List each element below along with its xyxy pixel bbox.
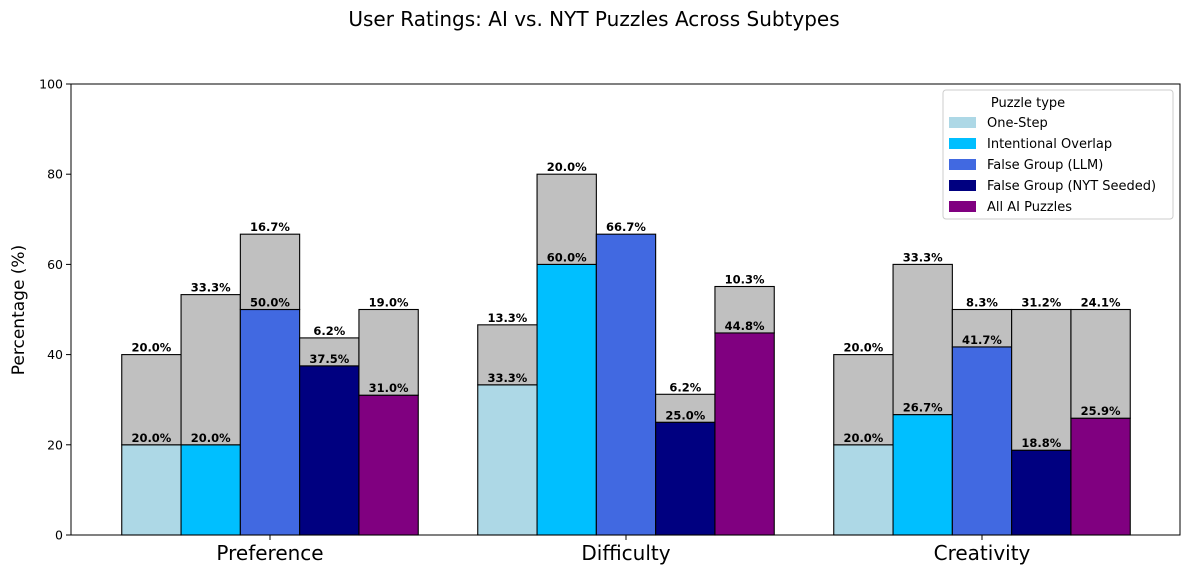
bar-base-label: 20.0% xyxy=(843,431,883,445)
chart-title: User Ratings: AI vs. NYT Puzzles Across … xyxy=(348,7,839,31)
y-tick-label: 40 xyxy=(47,347,63,362)
bar-base-label: 20.0% xyxy=(191,431,231,445)
bar-base xyxy=(892,414,953,536)
legend-entry: All AI Puzzles xyxy=(987,200,1072,215)
legend-entry: Intentional Overlap xyxy=(987,137,1112,152)
bar-base-label: 33.3% xyxy=(487,371,527,385)
legend-box xyxy=(942,89,1174,220)
legend-swatch xyxy=(949,117,976,128)
bar-top-label: 20.0% xyxy=(131,341,171,355)
legend-entry: False Group (NYT Seeded) xyxy=(987,179,1156,194)
bar-top-label: 31.2% xyxy=(1021,296,1061,310)
legend-entry: False Group (LLM) xyxy=(987,158,1103,173)
bar-base xyxy=(655,421,716,536)
bar-base-label: 37.5% xyxy=(309,352,349,366)
bar-base xyxy=(1070,417,1131,536)
bar-base xyxy=(536,263,597,536)
bar-base-label: 41.7% xyxy=(962,333,1002,347)
bar-base-label: 20.0% xyxy=(131,431,171,445)
bar-top-label: 19.0% xyxy=(369,296,409,310)
bar-base xyxy=(239,308,301,536)
y-tick-label: 100 xyxy=(39,77,63,92)
bar-base-label: 66.7% xyxy=(606,220,646,234)
bar-top xyxy=(536,173,597,265)
x-tick-label: Difficulty xyxy=(581,541,670,565)
bar-base xyxy=(477,384,538,536)
bar-base-label: 25.0% xyxy=(665,408,705,422)
y-tick-label: 80 xyxy=(47,167,63,182)
legend-swatch xyxy=(949,159,976,170)
bar-top xyxy=(892,263,953,416)
bar-top xyxy=(239,233,301,311)
bar-base-label: 60.0% xyxy=(547,250,587,264)
legend-swatch xyxy=(949,138,976,149)
legend-swatch xyxy=(949,180,976,191)
bar-top xyxy=(121,354,182,446)
bar-base xyxy=(299,365,360,536)
bar-top-label: 33.3% xyxy=(191,281,231,295)
bar-top-label: 24.1% xyxy=(1081,296,1121,310)
bar-base xyxy=(714,332,775,536)
y-axis-label: Percentage (%) xyxy=(9,245,29,375)
bar-top xyxy=(299,337,360,367)
bar-base xyxy=(833,444,894,536)
legend-swatch xyxy=(949,201,976,212)
bar-top-label: 6.2% xyxy=(313,324,345,338)
y-tick-label: 0 xyxy=(55,528,63,543)
bar-base xyxy=(951,346,1013,536)
bar-base xyxy=(121,444,182,536)
bar-base-label: 18.8% xyxy=(1021,436,1061,450)
y-tick-label: 20 xyxy=(47,437,63,452)
bar-top xyxy=(951,308,1013,348)
bar-base-label: 25.9% xyxy=(1081,404,1121,418)
bar-base-label: 26.7% xyxy=(903,401,943,415)
bar-top-label: 8.3% xyxy=(966,296,998,310)
bar-top-label: 10.3% xyxy=(725,272,765,286)
legend-entry: One-Step xyxy=(987,116,1048,131)
x-tick-label: Preference xyxy=(216,541,323,565)
bar-top xyxy=(714,285,775,334)
bar-top xyxy=(655,393,716,423)
bar-top-label: 13.3% xyxy=(487,311,527,325)
bar-top xyxy=(358,308,419,396)
legend: Puzzle type One-Step Intentional Overlap Fa… xyxy=(942,89,1174,220)
bar-base-label: 31.0% xyxy=(369,381,409,395)
bar-top-label: 20.0% xyxy=(843,341,883,355)
bar-base xyxy=(595,233,657,536)
bar-top xyxy=(833,354,894,446)
x-tick-label: Creativity xyxy=(934,541,1031,565)
plot-area: 0 20 40 60 80 100 Preference 20.0% 20.0% 20.0% 33.… xyxy=(39,77,1181,565)
bar-top-label: 20.0% xyxy=(547,160,587,174)
bar-top-label: 6.2% xyxy=(669,380,701,394)
bar-top xyxy=(180,294,241,446)
y-tick-label: 60 xyxy=(47,257,63,272)
bar-top-label: 33.3% xyxy=(903,250,943,264)
bar-base xyxy=(358,394,419,536)
legend-title: Puzzle type xyxy=(991,96,1065,111)
bar-top xyxy=(1011,308,1072,451)
bar-top xyxy=(1070,308,1131,419)
bar-base xyxy=(180,444,241,536)
bar-base-label: 44.8% xyxy=(725,319,765,333)
bar-base xyxy=(1011,449,1072,536)
bar-base-label: 50.0% xyxy=(250,296,290,310)
bar-top-label: 16.7% xyxy=(250,220,290,234)
